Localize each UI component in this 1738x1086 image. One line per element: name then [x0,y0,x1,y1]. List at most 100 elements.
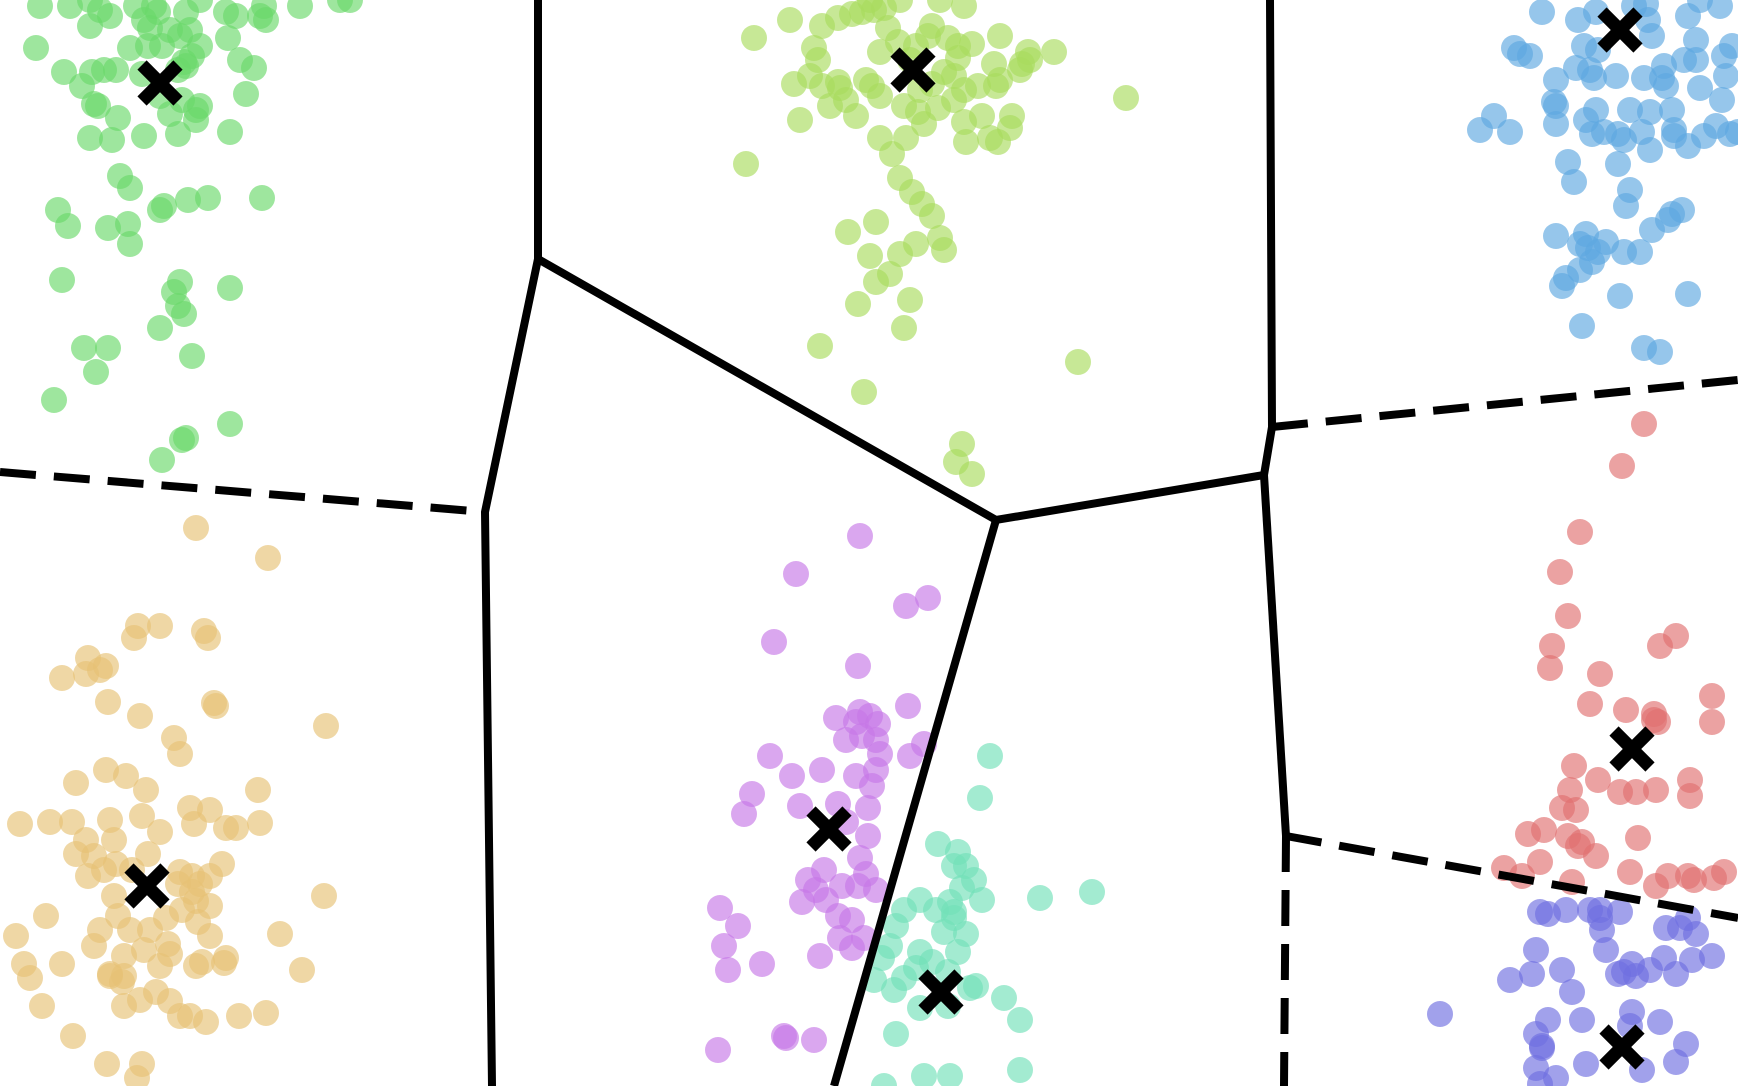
data-point [51,59,77,85]
data-point [1617,859,1643,885]
data-point [147,613,173,639]
data-point [1517,43,1543,69]
data-point [1581,65,1607,91]
data-point [1591,119,1617,145]
data-point [97,3,123,29]
data-point [779,763,805,789]
data-point [29,993,55,1019]
data-point [1561,169,1587,195]
data-point [83,359,109,385]
data-point [1661,117,1687,143]
data-point [927,0,953,13]
data-point [789,889,815,915]
data-point [1537,655,1563,681]
data-point [113,763,139,789]
data-point [187,93,213,119]
data-point [911,1063,937,1086]
data-point [49,665,75,691]
centroid-marker [1599,1024,1645,1070]
data-point [201,690,227,716]
data-point [1587,905,1613,931]
data-point [855,823,881,849]
data-point [807,943,833,969]
data-point [1639,23,1665,49]
data-point [925,831,951,857]
data-point [217,275,243,301]
data-point [1583,843,1609,869]
data-point [101,883,127,909]
data-point [941,87,967,113]
data-point [183,888,209,914]
data-point [919,13,945,39]
data-point [981,51,1007,77]
data-point [131,937,157,963]
data-point [187,0,213,13]
data-point [907,939,933,965]
data-point [149,447,175,473]
data-point [715,957,741,983]
data-point [1529,0,1555,25]
data-point [941,899,967,925]
data-point [705,1037,731,1063]
data-point [1605,151,1631,177]
data-point [739,781,765,807]
data-point [969,103,995,129]
data-point [795,867,821,893]
data-point [226,1003,252,1029]
data-point [1625,825,1651,851]
data-point [1679,947,1705,973]
cluster-0 [3,515,339,1086]
data-point [801,1027,827,1053]
data-point [27,0,53,19]
data-point [1607,283,1633,309]
data-point [101,827,127,853]
data-point [57,0,83,19]
centroid-marker [1609,726,1655,772]
data-point [103,57,129,83]
data-point [1549,957,1575,983]
data-point [1717,121,1738,147]
data-point [197,923,223,949]
data-point [1647,339,1673,365]
data-point [895,693,921,719]
data-point [1519,961,1545,987]
data-point [1651,53,1677,79]
data-point [961,867,987,893]
data-point [1603,63,1629,89]
data-point [11,951,37,977]
data-point [147,819,173,845]
data-point [1707,0,1733,19]
data-point [963,973,989,999]
data-point [1007,1007,1033,1033]
data-point [1631,65,1657,91]
data-point [843,103,869,129]
data-point [883,1021,909,1047]
data-point [1529,1035,1555,1061]
data-point [1637,99,1663,125]
data-point [173,425,199,451]
data-point [969,887,995,913]
data-point [94,1051,120,1077]
data-point [1569,313,1595,339]
data-point [197,797,223,823]
data-point [1497,119,1523,145]
data-point [843,763,869,789]
data-point [179,43,205,69]
data-point [855,795,881,821]
data-point [1613,697,1639,723]
data-point [1573,1051,1599,1077]
data-point [99,127,125,153]
data-point [115,211,141,237]
data-point [801,35,827,61]
data-point [241,55,267,81]
data-point [1569,1007,1595,1033]
decision-boundary-6 [1285,832,1738,922]
data-point [183,515,209,541]
data-point [151,193,177,219]
data-point [1699,943,1725,969]
data-point [177,795,203,821]
data-point [1719,33,1738,59]
data-point [807,333,833,359]
data-point [1527,849,1553,875]
